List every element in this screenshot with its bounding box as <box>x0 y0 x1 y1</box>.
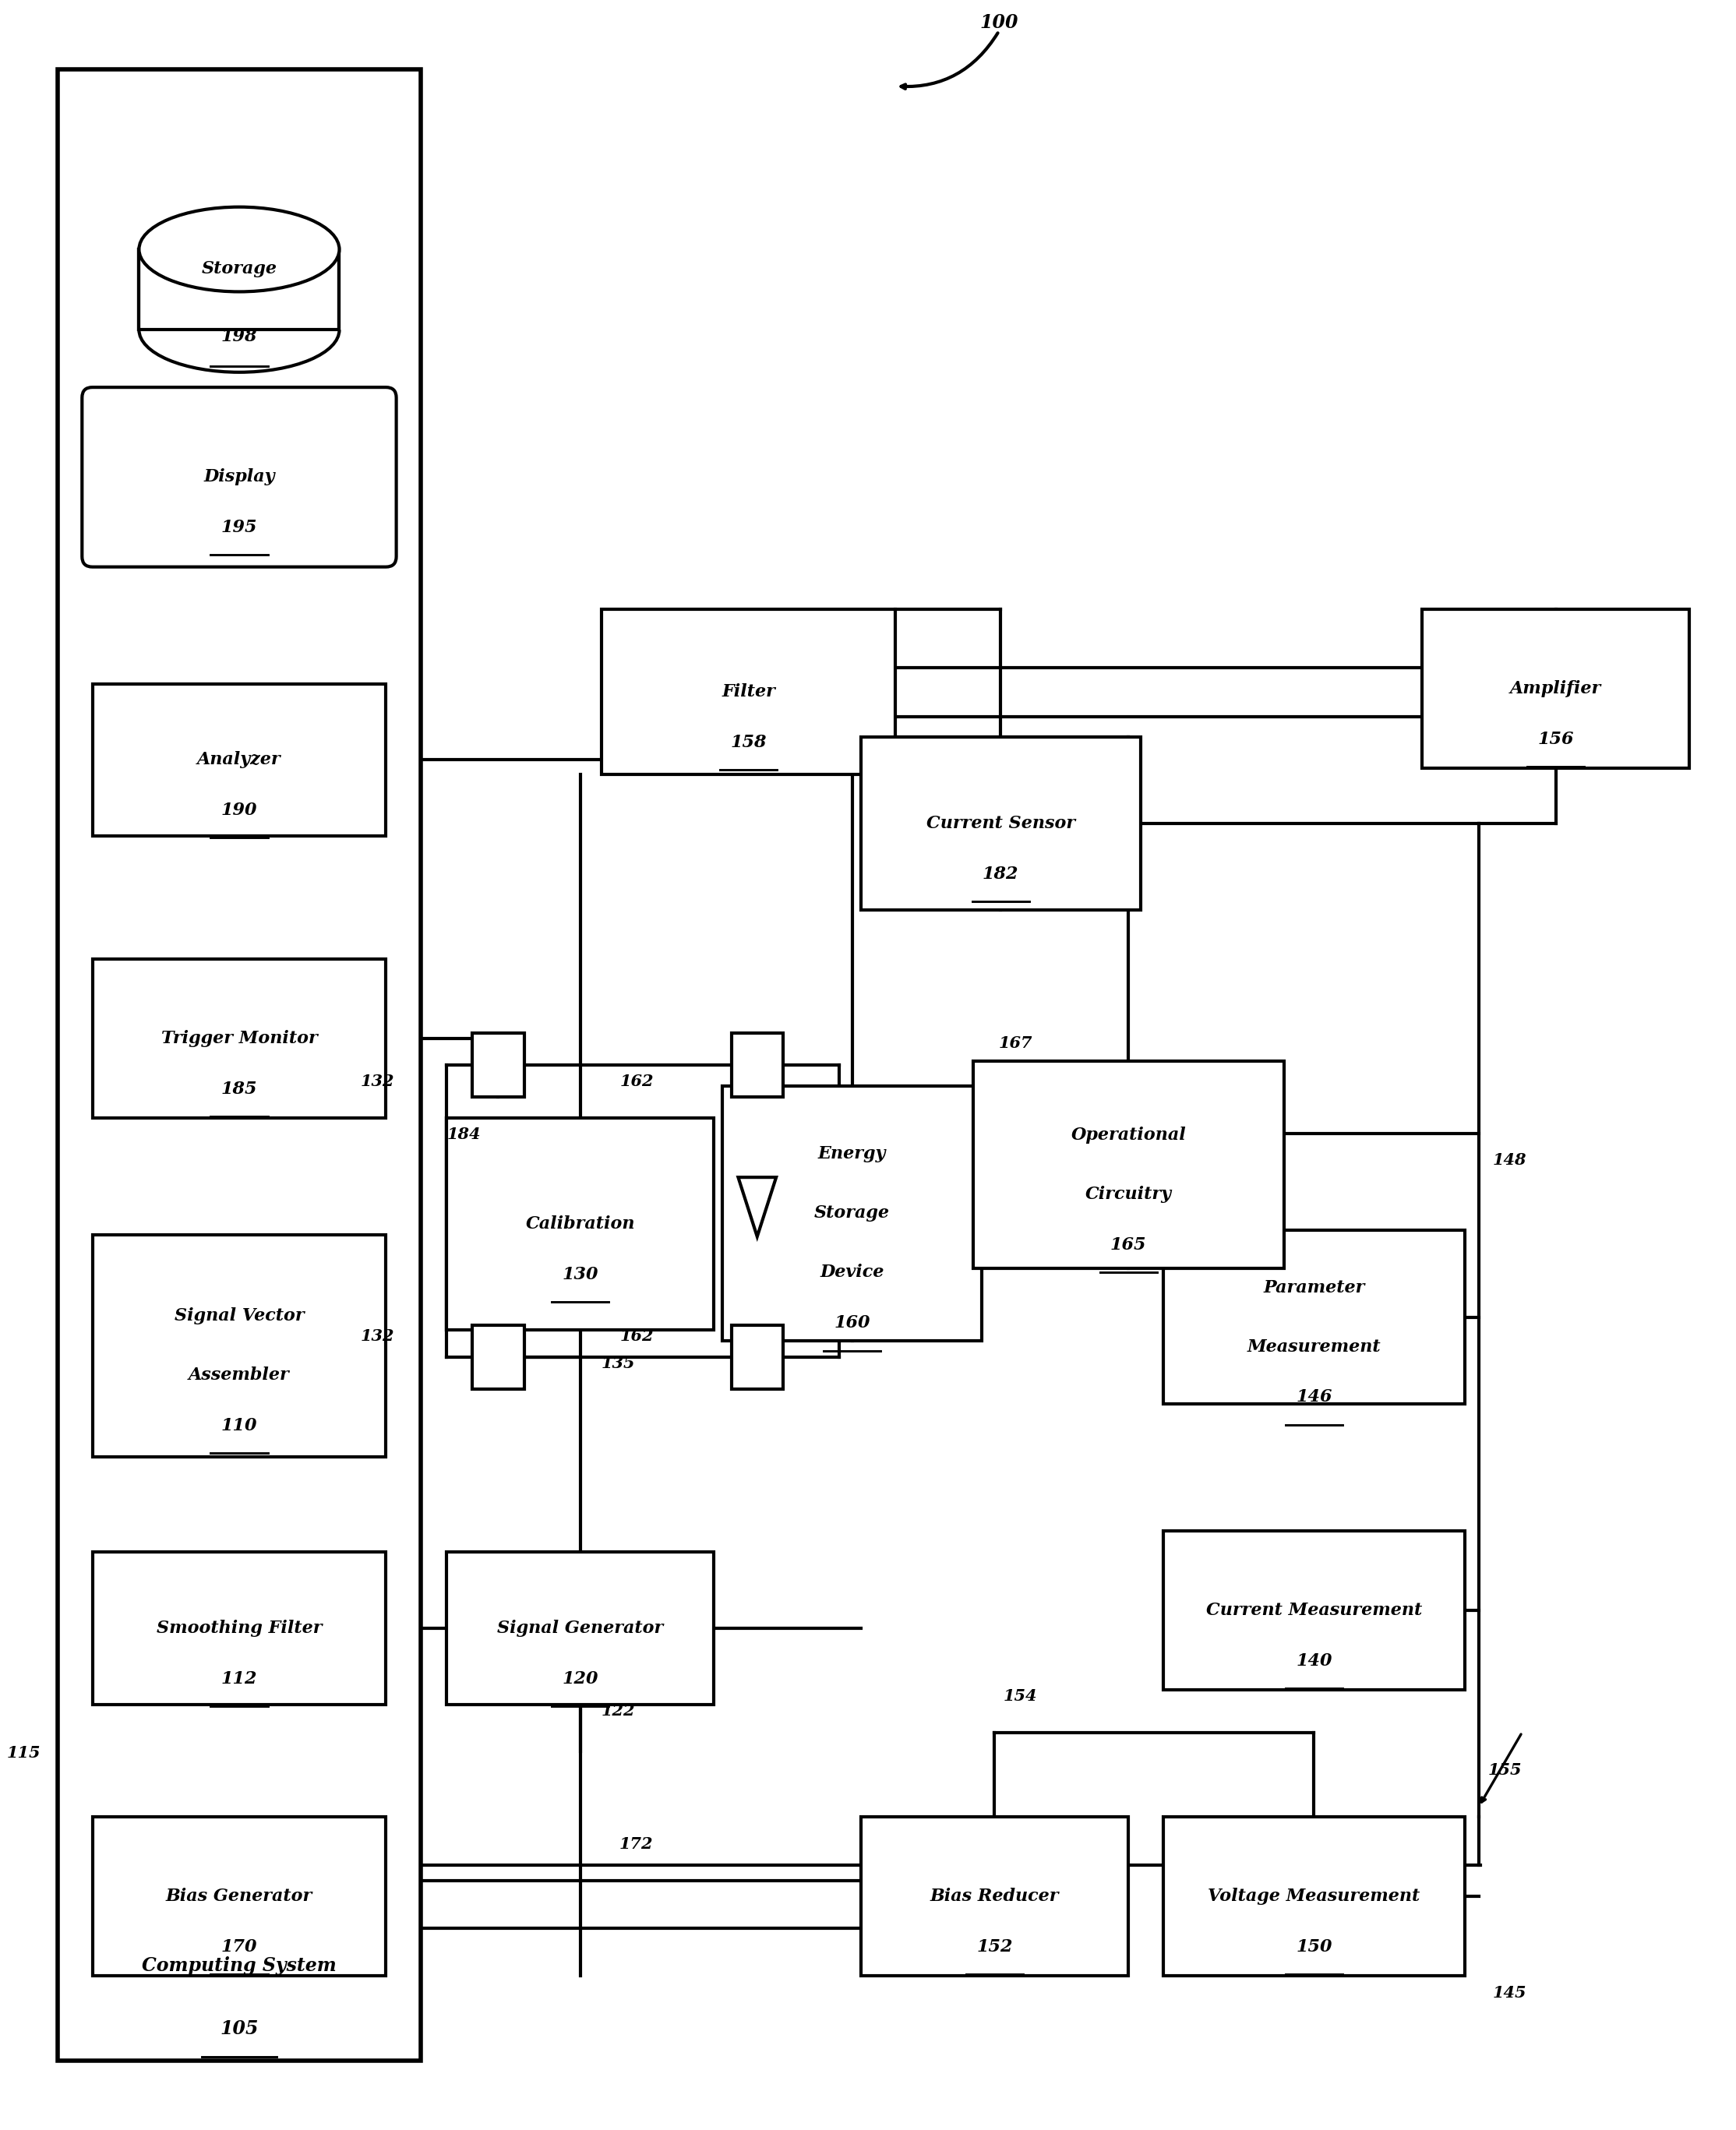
Bar <box>92 958 385 1118</box>
Text: 145: 145 <box>1493 1985 1526 2000</box>
Text: Storage: Storage <box>814 1206 891 1223</box>
Bar <box>602 609 896 775</box>
Text: 140: 140 <box>1295 1653 1332 1670</box>
Text: 150: 150 <box>1295 1938 1332 1955</box>
Ellipse shape <box>139 207 339 292</box>
Bar <box>92 1817 385 1977</box>
Text: Bias Generator: Bias Generator <box>167 1887 312 1904</box>
Text: Parameter: Parameter <box>1264 1278 1364 1295</box>
Text: 182: 182 <box>983 865 1019 882</box>
Bar <box>1163 1817 1465 1977</box>
Text: Measurement: Measurement <box>1246 1338 1380 1355</box>
Bar <box>861 1817 1128 1977</box>
Text: 160: 160 <box>833 1314 870 1331</box>
Text: Calibration: Calibration <box>526 1216 635 1233</box>
Bar <box>92 684 385 837</box>
Text: Circuitry: Circuitry <box>1085 1186 1172 1203</box>
Text: 162: 162 <box>620 1074 653 1088</box>
Bar <box>92 1553 385 1704</box>
Text: Display: Display <box>203 469 274 486</box>
Text: Operational: Operational <box>1071 1127 1186 1144</box>
Text: 146: 146 <box>1295 1389 1332 1406</box>
Text: 112: 112 <box>220 1670 257 1687</box>
Bar <box>92 1235 385 1457</box>
Text: 152: 152 <box>976 1938 1012 1955</box>
Text: 132: 132 <box>361 1074 394 1088</box>
Text: 167: 167 <box>998 1035 1033 1052</box>
Text: Filter: Filter <box>722 684 776 701</box>
Text: 158: 158 <box>731 735 767 752</box>
Text: 155: 155 <box>1488 1762 1521 1779</box>
Text: 154: 154 <box>1003 1689 1036 1704</box>
Text: 185: 185 <box>220 1080 257 1097</box>
Text: 105: 105 <box>220 2019 259 2038</box>
Text: Signal Vector: Signal Vector <box>174 1308 304 1325</box>
Text: Current Sensor: Current Sensor <box>927 816 1075 833</box>
Text: Analyzer: Analyzer <box>198 752 281 769</box>
Text: 148: 148 <box>1493 1152 1526 1167</box>
Bar <box>446 1118 713 1329</box>
Text: Signal Generator: Signal Generator <box>496 1621 663 1638</box>
Text: 130: 130 <box>562 1265 599 1282</box>
Text: Device: Device <box>819 1263 884 1280</box>
FancyBboxPatch shape <box>82 388 396 567</box>
Bar <box>472 1033 524 1097</box>
Bar <box>731 1033 783 1097</box>
Text: 122: 122 <box>601 1704 635 1719</box>
Text: Trigger Monitor: Trigger Monitor <box>161 1031 318 1048</box>
Bar <box>446 1553 713 1704</box>
Text: 100: 100 <box>979 13 1019 32</box>
Bar <box>722 1086 981 1340</box>
Text: Current Measurement: Current Measurement <box>1207 1602 1422 1619</box>
Bar <box>972 1061 1285 1267</box>
Text: 195: 195 <box>220 520 257 537</box>
Text: 135: 135 <box>601 1355 635 1372</box>
Text: 120: 120 <box>562 1670 599 1687</box>
Text: 198: 198 <box>220 328 257 345</box>
Text: 172: 172 <box>620 1836 653 1851</box>
Text: Computing System: Computing System <box>142 1955 337 1975</box>
Text: Amplifier: Amplifier <box>1510 679 1601 697</box>
Bar <box>57 70 420 2060</box>
Text: 162: 162 <box>620 1327 653 1344</box>
Text: Storage: Storage <box>201 260 278 277</box>
Text: 132: 132 <box>361 1327 394 1344</box>
Bar <box>139 249 339 330</box>
Bar <box>472 1325 524 1389</box>
Bar <box>861 737 1141 910</box>
Text: Bias Reducer: Bias Reducer <box>930 1887 1059 1904</box>
Bar <box>731 1325 783 1389</box>
Text: 156: 156 <box>1538 731 1575 748</box>
Bar <box>1422 609 1689 769</box>
Text: 110: 110 <box>220 1416 257 1433</box>
Text: Energy: Energy <box>818 1146 885 1163</box>
Text: 184: 184 <box>446 1127 481 1142</box>
Text: 115: 115 <box>7 1744 40 1762</box>
Text: 190: 190 <box>220 801 257 818</box>
Text: 165: 165 <box>1111 1235 1146 1252</box>
Polygon shape <box>738 1178 776 1238</box>
Text: Smoothing Filter: Smoothing Filter <box>156 1621 321 1638</box>
Bar <box>1163 1531 1465 1689</box>
Bar <box>1163 1231 1465 1404</box>
Text: 170: 170 <box>220 1938 257 1955</box>
Text: Assembler: Assembler <box>189 1367 290 1385</box>
Text: Voltage Measurement: Voltage Measurement <box>1208 1887 1420 1904</box>
